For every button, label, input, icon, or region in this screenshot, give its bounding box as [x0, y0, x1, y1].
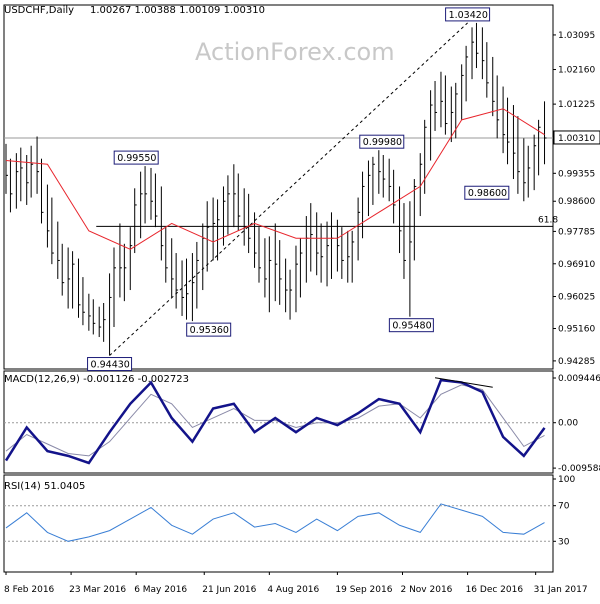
- rsi-panel-frame: [3, 474, 554, 573]
- price-layer: 61.8 1.03420 0.99550 0.99980 0.98600 0.95360 0…: [4, 7, 558, 372]
- macd-y-tick-label: 0.009446: [558, 374, 600, 384]
- x-tick-label: 8 Feb 2016: [4, 585, 55, 595]
- price-y-tick-label: 1.03095: [558, 31, 595, 41]
- price-annotation-label: 1.03420: [449, 10, 488, 21]
- price-annotation-label: 0.99550: [117, 153, 156, 164]
- price-panel-frame: [3, 4, 554, 370]
- price-y-tick-label: 0.96025: [558, 293, 595, 303]
- macd-y-tick-label: 0.00: [558, 419, 578, 429]
- macd-layer: [4, 377, 553, 465]
- price-y-tick-label: 0.96910: [558, 260, 595, 270]
- rsi-line: [5, 503, 545, 542]
- x-tick-label: 23 Mar 2016: [69, 585, 126, 595]
- x-tick-label: 31 Jan 2017: [534, 585, 588, 595]
- x-tick-label: 6 May 2016: [134, 585, 187, 595]
- rsi-y-tick-label: 70: [558, 502, 570, 512]
- macd-panel-frame: [3, 370, 554, 474]
- price-annotation-label: 0.95360: [190, 325, 229, 336]
- price-annotation-box: [464, 185, 510, 200]
- rsi-layer: [4, 503, 553, 542]
- price-annotation-box: [359, 134, 405, 149]
- macd-line: [4, 378, 546, 465]
- price-annotation-box: [388, 318, 434, 333]
- sma-line: [5, 108, 545, 250]
- price-annotation-box: [186, 322, 232, 337]
- macd-divergence-line: [434, 377, 493, 388]
- axis-layer: 1.03095 1.02160 1.01225 1.00310 0.99355 0.986…: [4, 31, 600, 595]
- price-y-tick-label: 0.95160: [558, 325, 595, 335]
- last-price-box: [553, 130, 600, 145]
- price-y-tick-label: 1.01225: [558, 100, 595, 110]
- price-y-tick-label: 0.98600: [558, 197, 595, 207]
- price-annotation-label: 0.98600: [468, 188, 507, 199]
- x-tick-label: 16 Dec 2016: [466, 585, 524, 595]
- price-annotation-label: 0.99980: [363, 137, 402, 148]
- price-annotation-label: 0.94430: [91, 360, 130, 371]
- price-ohlc-header: 1.00267 1.00388 1.00109 1.00310: [90, 5, 265, 16]
- price-annotation-box: [87, 357, 133, 372]
- watermark: ActionForex.com: [195, 38, 395, 66]
- price-annotation-box: [113, 150, 159, 165]
- x-tick-label: 21 Jun 2016: [202, 585, 256, 595]
- rsi-y-tick-label: 100: [558, 475, 575, 485]
- price-annotation-label: 0.95480: [392, 321, 431, 332]
- macd-signal-line: [5, 384, 545, 457]
- last-price-label: 1.00310: [558, 134, 595, 144]
- x-tick-label: 4 Aug 2016: [267, 585, 319, 595]
- rsi-title: RSI(14) 51.0405: [4, 481, 85, 492]
- rsi-y-tick-label: 30: [558, 537, 570, 547]
- x-tick-label: 2 Nov 2016: [400, 585, 452, 595]
- macd-title: MACD(12,26,9) -0.001126 -0.002723: [4, 374, 189, 385]
- panel-frames: [3, 4, 554, 573]
- price-y-tick-label: 0.97785: [558, 227, 595, 237]
- price-y-tick-label: 0.99355: [558, 169, 595, 179]
- price-y-tick-label: 1.02160: [558, 66, 595, 76]
- macd-y-tick-label: -0.009588: [558, 464, 600, 474]
- x-tick-label: 19 Sep 2016: [335, 585, 392, 595]
- fib-label: 61.8: [538, 215, 558, 225]
- price-y-tick-label: 0.94285: [558, 357, 595, 367]
- price-annotation-box: [445, 7, 491, 22]
- price-title: USDCHF,Daily: [4, 5, 74, 16]
